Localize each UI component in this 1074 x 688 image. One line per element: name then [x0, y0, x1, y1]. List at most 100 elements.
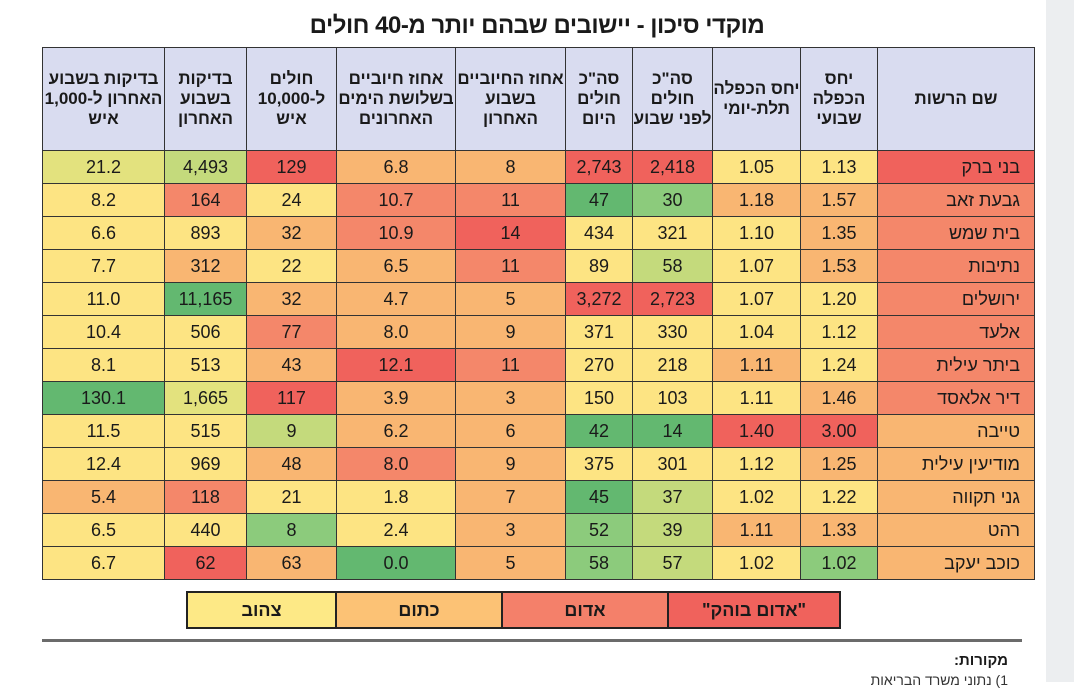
table-cell: 63 [246, 546, 337, 580]
table-cell: 130.1 [42, 381, 165, 415]
table-row: כוכב יעקב 1.02 1.02 57 58 5 0.0 63 62 6.7 [42, 546, 1035, 580]
column-header: סה"כ חולים לפני שבוע [632, 47, 713, 151]
table-cell: 1.57 [800, 183, 878, 217]
table-cell: 1.02 [712, 480, 801, 514]
table-cell: 513 [164, 348, 247, 382]
table-cell: 11 [455, 348, 566, 382]
table-cell: 1.12 [800, 315, 878, 349]
table-cell: 3.9 [336, 381, 456, 415]
column-header: יחס הכפלה תלת-יומי [712, 47, 801, 151]
table-cell: 32 [246, 282, 337, 316]
table-row: נתיבות 1.53 1.07 58 89 11 6.5 22 312 7.7 [42, 249, 1035, 283]
table-row: בני ברק 1.13 1.05 2,418 2,743 8 6.8 129 4,493 21.… [42, 150, 1035, 184]
table-cell: 1.07 [712, 249, 801, 283]
table-cell: 1.8 [336, 480, 456, 514]
table-row: רהט 1.33 1.11 39 52 3 2.4 8 440 6.5 [42, 513, 1035, 547]
table-cell: 10.9 [336, 216, 456, 250]
table-cell: 6.6 [42, 216, 165, 250]
table-cell: 45 [565, 480, 633, 514]
table-cell: 9 [455, 315, 566, 349]
table-cell: 37 [632, 480, 713, 514]
table-cell: 6.8 [336, 150, 456, 184]
table-cell: 1.13 [800, 150, 878, 184]
table-cell: 321 [632, 216, 713, 250]
risk-table: שם הרשות יחס הכפלה שבועי יחס הכפלה תלת-יומ… [42, 47, 1035, 580]
municipality-name: ביתר עילית [877, 348, 1035, 382]
table-cell: 6.5 [42, 513, 165, 547]
table-row: גני תקווה 1.22 1.02 37 45 7 1.8 21 118 5.4 [42, 480, 1035, 514]
table-cell: 11 [455, 249, 566, 283]
table-cell: 9 [246, 414, 337, 448]
municipality-name: בני ברק [877, 150, 1035, 184]
table-cell: 371 [565, 315, 633, 349]
table-cell: 7 [455, 480, 566, 514]
table-cell: 22 [246, 249, 337, 283]
table-cell: 1.22 [800, 480, 878, 514]
table-cell: 5 [455, 546, 566, 580]
municipality-name: דיר אלאסד [877, 381, 1035, 415]
table-cell: 1,665 [164, 381, 247, 415]
table-cell: 1.33 [800, 513, 878, 547]
table-cell: 1.11 [712, 381, 801, 415]
municipality-name: מודיעין עילית [877, 447, 1035, 481]
table-cell: 11.5 [42, 414, 165, 448]
legend-item: צהוב [188, 593, 335, 627]
table-cell: 301 [632, 447, 713, 481]
table-row: טייבה 3.00 1.40 14 42 6 6.2 9 515 11.5 [42, 414, 1035, 448]
municipality-name: נתיבות [877, 249, 1035, 283]
page-title: מוקדי סיכון - יישובים שבהם יותר מ-40 חול… [309, 12, 765, 39]
table-cell: 3 [455, 513, 566, 547]
color-legend: "אדום בוהק" אדום כתום צהוב [186, 591, 841, 629]
table-cell: 375 [565, 447, 633, 481]
table-cell: 4.7 [336, 282, 456, 316]
column-header: בדיקות בשבוע האחרון [164, 47, 247, 151]
table-cell: 1.46 [800, 381, 878, 415]
table-cell: 2,743 [565, 150, 633, 184]
table-row: בית שמש 1.35 1.10 321 434 14 10.9 32 893 6.6 [42, 216, 1035, 250]
table-cell: 30 [632, 183, 713, 217]
table-cell: 893 [164, 216, 247, 250]
table-cell: 77 [246, 315, 337, 349]
table-cell: 2.4 [336, 513, 456, 547]
table-cell: 1.11 [712, 348, 801, 382]
table-cell: 6.7 [42, 546, 165, 580]
column-header: שם הרשות [877, 47, 1035, 151]
table-cell: 129 [246, 150, 337, 184]
table-cell: 6.5 [336, 249, 456, 283]
table-cell: 1.12 [712, 447, 801, 481]
legend-item: אדום [501, 593, 667, 627]
table-cell: 47 [565, 183, 633, 217]
table-cell: 14 [632, 414, 713, 448]
municipality-name: גני תקווה [877, 480, 1035, 514]
table-cell: 52 [565, 513, 633, 547]
table-cell: 150 [565, 381, 633, 415]
table-cell: 434 [565, 216, 633, 250]
municipality-name: בית שמש [877, 216, 1035, 250]
sources-label: מקורות: [953, 652, 1008, 669]
table-cell: 7.7 [42, 249, 165, 283]
table-cell: 32 [246, 216, 337, 250]
table-cell: 1.11 [712, 513, 801, 547]
table-cell: 118 [164, 480, 247, 514]
table-row: ירושלים 1.20 1.07 2,723 3,272 5 4.7 32 11,165 11.… [42, 282, 1035, 316]
table-cell: 11.0 [42, 282, 165, 316]
column-header: חולים ל-10,000 איש [246, 47, 337, 151]
table-cell: 8.0 [336, 447, 456, 481]
column-header: סה"כ חולים היום [565, 47, 633, 151]
table-cell: 0.0 [336, 546, 456, 580]
municipality-name: אלעד [877, 315, 1035, 349]
divider [42, 639, 1022, 642]
table-cell: 6.2 [336, 414, 456, 448]
table-cell: 57 [632, 546, 713, 580]
table-cell: 89 [565, 249, 633, 283]
table-cell: 10.7 [336, 183, 456, 217]
table-cell: 1.18 [712, 183, 801, 217]
table-row: אלעד 1.12 1.04 330 371 9 8.0 77 506 10.4 [42, 315, 1035, 349]
table-cell: 12.4 [42, 447, 165, 481]
table-cell: 39 [632, 513, 713, 547]
table-cell: 330 [632, 315, 713, 349]
table-cell: 270 [565, 348, 633, 382]
legend-item: "אדום בוהק" [667, 593, 839, 627]
table-cell: 3,272 [565, 282, 633, 316]
table-row: מודיעין עילית 1.25 1.12 301 375 9 8.0 48 969 12.4 [42, 447, 1035, 481]
